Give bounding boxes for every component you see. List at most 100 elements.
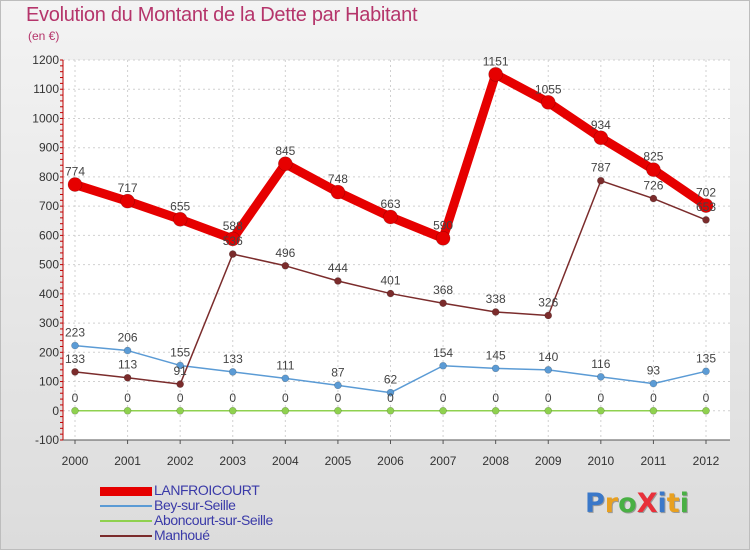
data-point bbox=[278, 156, 293, 172]
data-point bbox=[491, 364, 500, 373]
data-label: 140 bbox=[538, 350, 558, 364]
data-label: 934 bbox=[591, 118, 611, 132]
y-tick-label: 400 bbox=[39, 287, 59, 301]
data-point bbox=[646, 162, 661, 177]
data-point bbox=[439, 299, 447, 308]
data-point bbox=[597, 406, 605, 415]
data-label: 1055 bbox=[535, 82, 562, 96]
data-label: 0 bbox=[335, 391, 342, 405]
data-point bbox=[120, 193, 135, 209]
data-label: 0 bbox=[545, 391, 552, 405]
data-point bbox=[386, 289, 395, 298]
data-point bbox=[386, 406, 395, 415]
x-tick-label: 2003 bbox=[219, 454, 246, 468]
data-point bbox=[330, 184, 346, 200]
data-label: 653 bbox=[696, 200, 716, 214]
y-tick-label: 700 bbox=[39, 199, 59, 213]
data-label: 655 bbox=[170, 199, 190, 213]
x-tick-label: 2009 bbox=[535, 454, 562, 468]
y-tick-label: 1000 bbox=[32, 111, 59, 125]
data-point bbox=[544, 311, 553, 320]
data-label: 326 bbox=[538, 295, 558, 309]
legend-swatch bbox=[100, 520, 152, 522]
data-label: 116 bbox=[591, 357, 610, 371]
y-tick-label: 200 bbox=[39, 345, 59, 359]
legend-swatch bbox=[100, 487, 152, 496]
data-label: 401 bbox=[380, 274, 400, 288]
data-label: 588 bbox=[223, 219, 243, 233]
data-label: 702 bbox=[696, 186, 716, 200]
data-label: 845 bbox=[275, 144, 295, 158]
data-label: 0 bbox=[492, 391, 499, 405]
legend-label: LANFROICOURT bbox=[154, 482, 260, 498]
data-label: 206 bbox=[118, 331, 138, 345]
data-point bbox=[649, 194, 658, 203]
data-point bbox=[281, 406, 290, 415]
data-label: 0 bbox=[650, 391, 657, 405]
data-point bbox=[702, 367, 710, 376]
data-point bbox=[123, 346, 132, 355]
data-point bbox=[386, 388, 395, 397]
data-label: 726 bbox=[643, 179, 663, 193]
data-label: 91 bbox=[173, 364, 187, 378]
plot-area bbox=[63, 60, 730, 440]
data-label: 496 bbox=[275, 246, 295, 260]
data-label: 825 bbox=[643, 150, 663, 164]
data-label: 338 bbox=[486, 292, 506, 306]
data-label: 145 bbox=[486, 348, 506, 362]
data-point bbox=[71, 406, 79, 415]
data-point bbox=[597, 176, 605, 185]
x-tick-label: 2001 bbox=[114, 454, 141, 468]
y-tick-label: -100 bbox=[35, 433, 59, 447]
legend-swatch bbox=[100, 505, 152, 507]
data-label: 62 bbox=[384, 373, 398, 387]
data-point bbox=[281, 374, 290, 383]
data-label: 154 bbox=[433, 346, 453, 360]
data-point bbox=[491, 308, 500, 316]
data-label: 135 bbox=[696, 351, 716, 365]
data-label: 0 bbox=[72, 391, 79, 405]
proxiti-logo: ProXiti bbox=[585, 488, 689, 519]
x-tick-label: 2006 bbox=[377, 454, 404, 468]
data-label: 0 bbox=[440, 391, 447, 405]
data-label: 223 bbox=[65, 326, 85, 340]
data-label: 0 bbox=[229, 391, 236, 405]
data-point bbox=[334, 381, 342, 390]
data-label: 0 bbox=[387, 391, 394, 405]
data-point bbox=[67, 177, 83, 192]
data-point bbox=[702, 216, 710, 224]
chart-unit-label: (en €) bbox=[28, 29, 60, 43]
legend-label: Aboncourt-sur-Seille bbox=[154, 512, 273, 528]
data-label: 0 bbox=[124, 391, 131, 405]
y-tick-label: 900 bbox=[39, 141, 59, 155]
data-point bbox=[281, 261, 290, 270]
data-label: 155 bbox=[170, 345, 190, 359]
y-tick-label: 500 bbox=[39, 258, 59, 272]
data-point bbox=[597, 373, 605, 381]
x-tick-label: 2008 bbox=[482, 454, 509, 468]
data-point bbox=[334, 277, 342, 285]
data-label: 93 bbox=[647, 364, 661, 378]
data-label: 0 bbox=[177, 391, 184, 405]
x-tick-label: 2005 bbox=[325, 454, 352, 468]
chart-title: Evolution du Montant de la Dette par Hab… bbox=[26, 4, 418, 26]
legend-label: Bey-sur-Seille bbox=[154, 497, 236, 513]
data-label: 717 bbox=[118, 181, 138, 195]
data-point bbox=[702, 406, 710, 415]
data-point bbox=[228, 368, 237, 376]
data-point bbox=[225, 231, 241, 247]
data-label: 444 bbox=[328, 261, 348, 275]
data-point bbox=[176, 406, 184, 415]
data-label: 368 bbox=[433, 283, 453, 297]
data-point bbox=[698, 198, 714, 213]
data-point bbox=[123, 406, 132, 415]
data-point bbox=[491, 406, 500, 415]
data-point bbox=[172, 212, 188, 227]
x-tick-label: 2000 bbox=[62, 454, 89, 468]
y-tick-label: 1200 bbox=[32, 53, 59, 67]
data-label: 748 bbox=[328, 172, 348, 186]
data-point bbox=[334, 406, 342, 415]
data-label: 0 bbox=[597, 391, 604, 405]
data-point bbox=[649, 379, 658, 388]
